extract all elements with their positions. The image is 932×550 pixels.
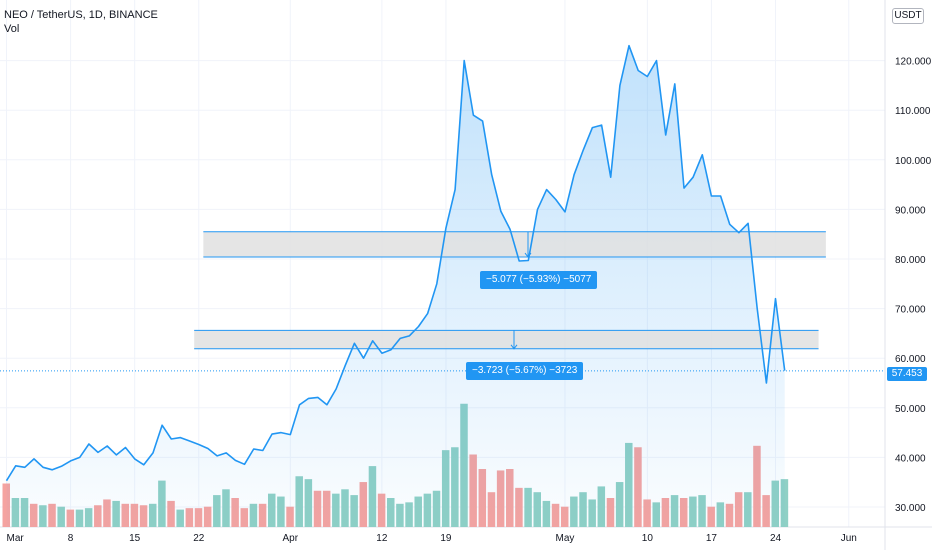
price-line-path [5,44,786,482]
price-area-fill [6,45,785,527]
volume-bar [2,483,10,527]
y-tick-label: 40.000 [895,453,926,464]
x-tick-label: 17 [706,533,718,544]
x-tick-label: May [556,533,575,544]
currency-button[interactable]: USDT [892,8,924,24]
y-tick-label: 50.000 [895,404,926,415]
x-tick-label: Jun [841,533,857,544]
y-tick-label: 90.000 [895,205,926,216]
y-tick-label: 110.000 [895,106,931,117]
symbol-title: NEO / TetherUS, 1D, BINANCE [4,9,158,21]
y-tick-label: 30.000 [895,503,926,514]
y-tick-label: 80.000 [895,255,926,266]
measure-zone[interactable] [194,330,819,349]
measure-zones [194,231,826,350]
last-price-tag: 57.453 [887,367,927,381]
volume-label: Vol [4,23,20,35]
price-area [6,45,785,527]
measure-label-lower: −3.723 (−5.67%) −3723 [466,362,584,380]
x-tick-label: 19 [440,533,452,544]
y-tick-label: 120.000 [895,57,932,68]
y-tick-label: 60.000 [895,354,926,365]
x-tick-label: 8 [68,533,74,544]
x-tick-label: 22 [193,533,205,544]
x-tick-label: Mar [7,533,25,544]
x-tick-label: 12 [376,533,388,544]
axis-labels: 30.000 40.000 50.000 60.000 70.000 80.000 90.0… [7,57,932,544]
measure-arrow-head [510,344,518,350]
chart-legend: NEO / TetherUS, 1D, BINANCE Vol [4,8,158,36]
x-tick-label: 24 [770,533,782,544]
price-line [0,44,885,482]
y-tick-label: 70.000 [895,305,926,316]
x-tick-label: 10 [642,533,654,544]
x-tick-label: Apr [283,533,299,544]
x-tick-label: 15 [129,533,141,544]
measure-label-upper: −5.077 (−5.93%) −5077 [480,271,598,289]
y-tick-label: 100.000 [895,156,932,167]
